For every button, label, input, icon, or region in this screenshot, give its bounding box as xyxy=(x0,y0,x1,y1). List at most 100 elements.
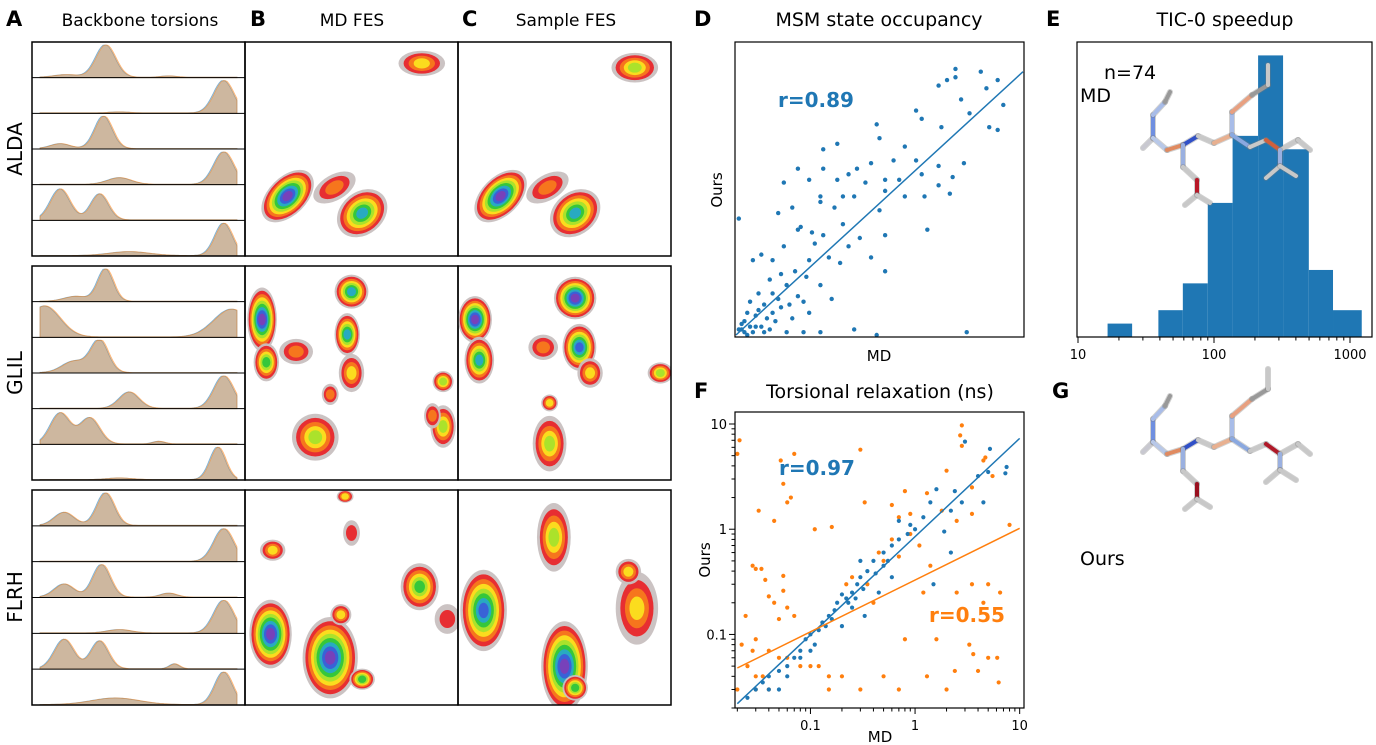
scatter-point-md xyxy=(798,648,803,653)
bond xyxy=(1181,134,1200,147)
kde-alda-row-3-ours xyxy=(39,115,238,150)
scatter-point xyxy=(925,227,930,232)
fes-contour-level xyxy=(414,580,425,593)
panel-f-xlabel: MD xyxy=(868,728,893,745)
scatter-point xyxy=(958,97,964,102)
scatter-point-md xyxy=(881,550,886,555)
panel-g-ours-label: Ours xyxy=(1080,548,1125,570)
scatter-point-ours xyxy=(772,600,777,605)
scatter-point xyxy=(784,330,789,335)
bond xyxy=(1151,136,1169,152)
scatter-point xyxy=(854,166,860,171)
scatter-point xyxy=(818,194,823,199)
kde-glil-row-5-ours xyxy=(39,412,238,445)
scatter-point xyxy=(767,277,772,282)
molecule-ours xyxy=(1140,366,1313,512)
scatter-point xyxy=(790,205,795,210)
scatter-point-ours xyxy=(981,600,986,605)
panel-e-n-count: n=74 xyxy=(1104,62,1156,84)
scatter-point xyxy=(778,305,784,310)
fes-contour-level xyxy=(341,493,349,500)
scatter-point-md xyxy=(776,687,782,692)
bond xyxy=(1183,193,1199,207)
scatter-point-ours xyxy=(812,527,817,532)
scatter-point xyxy=(851,327,857,332)
fes-contour-level xyxy=(655,369,665,377)
scatter-point xyxy=(821,166,826,171)
scatter-point-ours xyxy=(745,664,750,669)
scatter-point xyxy=(809,230,815,235)
scatter-point-ours xyxy=(881,558,886,563)
histogram-bar xyxy=(1182,283,1208,337)
scatter-point xyxy=(821,233,826,238)
scatter-point xyxy=(995,127,1000,133)
scatter-point-ours xyxy=(849,575,855,580)
scatter-point xyxy=(787,302,792,307)
kde-alda-row-1-ours xyxy=(39,44,238,79)
scatter-point-ours xyxy=(986,582,991,587)
scatter-point-md xyxy=(853,596,858,601)
panel-c-frame xyxy=(457,489,672,706)
scatter-point-md xyxy=(849,605,855,610)
scatter-point-ours xyxy=(858,687,863,692)
panel-c-frame xyxy=(457,41,672,257)
scatter-point-ours xyxy=(792,451,797,456)
scatter-point xyxy=(984,86,989,91)
fes-contour-level xyxy=(439,610,456,628)
panel-c-frame xyxy=(457,265,672,481)
scatter-point-ours xyxy=(772,518,777,523)
kde-glil-row-4-ours xyxy=(39,375,238,410)
scatter-point-md xyxy=(912,527,918,532)
scatter-point-md xyxy=(981,500,986,505)
scatter-point-ours xyxy=(944,687,949,692)
scatter-point-md xyxy=(798,655,803,660)
histogram-bar xyxy=(1158,310,1183,337)
scatter-point xyxy=(835,177,840,182)
panel-b-title: MD FES xyxy=(320,11,384,31)
scatter-point-ours xyxy=(934,637,939,642)
fes-contour-level xyxy=(536,341,550,354)
scatter-point xyxy=(759,324,764,329)
scatter-point xyxy=(882,233,888,238)
scatter-point-ours xyxy=(896,515,901,520)
scatter-point-ours xyxy=(924,491,930,496)
scatter-point xyxy=(896,177,902,182)
scatter-point-md xyxy=(934,487,939,492)
scatter-point-ours xyxy=(996,680,1001,685)
scatter-point-ours xyxy=(753,674,758,679)
scatter-point-md xyxy=(942,529,947,534)
scatter-point xyxy=(770,257,775,263)
scatter-point xyxy=(944,77,950,83)
scatter-point xyxy=(806,177,812,182)
scatter-point xyxy=(846,172,851,177)
scatter-point-ours xyxy=(1007,522,1012,527)
scatter-point xyxy=(939,124,944,130)
scatter-point-ours xyxy=(735,451,740,456)
bond xyxy=(1278,138,1300,152)
scatter-point-md xyxy=(849,590,855,595)
scatter-point-md xyxy=(792,655,797,660)
scatter-point-md xyxy=(959,500,964,505)
scatter-point-ours xyxy=(862,500,867,505)
scatter-point xyxy=(745,332,750,338)
scatter-point xyxy=(902,194,908,199)
scatter-point xyxy=(1001,102,1006,108)
scatter-point xyxy=(759,252,764,257)
scatter-point xyxy=(753,324,758,329)
histogram-bar xyxy=(1258,55,1284,338)
scatter-point xyxy=(801,330,806,335)
bond xyxy=(1264,468,1282,484)
axes-frame xyxy=(1076,41,1373,338)
panel-f-title: Torsional relaxation (ns) xyxy=(765,381,994,403)
scatter-point xyxy=(902,144,908,149)
scatter-point xyxy=(756,307,761,313)
scatter-point xyxy=(882,269,888,274)
scatter-point-ours xyxy=(889,502,894,508)
scatter-point-md xyxy=(855,582,860,587)
fes-contour-level xyxy=(288,345,304,358)
scatter-point xyxy=(961,160,967,166)
panel-letter-d: D xyxy=(694,7,711,31)
bond xyxy=(1296,442,1312,456)
scatter-point-md xyxy=(865,568,870,574)
bond xyxy=(1196,438,1216,449)
